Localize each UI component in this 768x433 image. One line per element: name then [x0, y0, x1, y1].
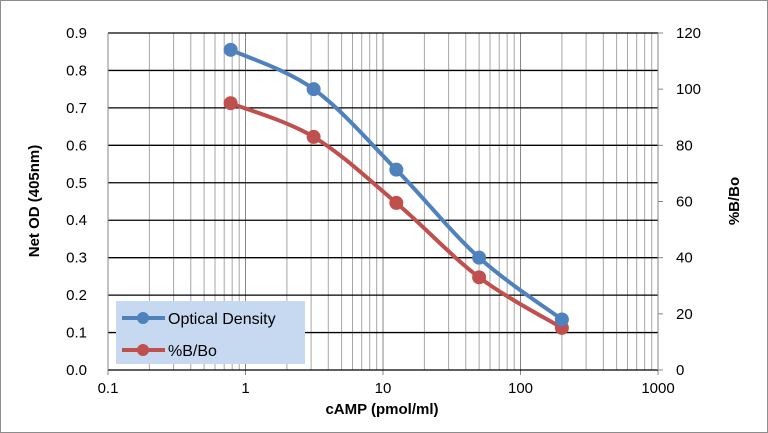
y-tick-label: 0.8	[66, 62, 87, 79]
x-tick-label: 0.1	[98, 380, 119, 397]
x-tick-label: 100	[508, 380, 533, 397]
y-tick-label: 0.7	[66, 100, 87, 117]
y-tick-label: 0.9	[66, 25, 87, 42]
x-tick-label: 10	[375, 380, 392, 397]
x-tick-label: 1	[241, 380, 249, 397]
y-tick-label: 0.5	[66, 175, 87, 192]
y-tick-label: 0.1	[66, 325, 87, 342]
data-point-optical-density	[389, 162, 404, 177]
data-point-percent-b-bo	[389, 195, 404, 210]
y2-tick-label: 40	[676, 250, 693, 267]
y-tick-label: 0.6	[66, 137, 87, 154]
series-line-optical-density	[229, 48, 564, 322]
y-tick-label: 0.4	[66, 212, 87, 229]
data-point-percent-b-bo	[472, 270, 487, 285]
y2-tick-label: 0	[676, 362, 684, 379]
data-point-optical-density	[554, 312, 569, 327]
x-tick-label: 1000	[641, 380, 674, 397]
x-axis-label: cAMP (pmol/ml)	[325, 401, 438, 418]
y2-tick-label: 60	[676, 194, 693, 211]
y-axis-label: Net OD (405nm)	[26, 145, 43, 258]
data-point-optical-density	[306, 82, 321, 97]
data-point-optical-density	[223, 42, 238, 57]
legend-marker-od	[137, 312, 149, 324]
legend: Optical Density %B/Bo	[116, 301, 305, 364]
y2-tick-label: 100	[676, 81, 701, 98]
legend-marker-bbo	[137, 344, 149, 356]
series-group	[223, 42, 569, 335]
y2-tick-label: 20	[676, 306, 693, 323]
data-point-optical-density	[472, 250, 487, 265]
y2-tick-label: 80	[676, 137, 693, 154]
y2-axis-label: %B/Bo	[726, 177, 743, 225]
legend-label-bbo: %B/Bo	[168, 343, 217, 360]
series-line-percent-b-bo	[229, 101, 563, 330]
y-tick-label: 0.3	[66, 250, 87, 267]
data-point-percent-b-bo	[306, 129, 321, 144]
y-tick-label: 0.0	[66, 362, 87, 379]
tick-labels: 0.1 1 10 100 10000.00.10.20.30.40.50.60.70.8…	[66, 25, 701, 397]
data-point-percent-b-bo	[223, 96, 238, 111]
legend-label-od: Optical Density	[168, 311, 276, 328]
y2-tick-label: 120	[676, 25, 701, 42]
y-tick-label: 0.2	[66, 287, 87, 304]
